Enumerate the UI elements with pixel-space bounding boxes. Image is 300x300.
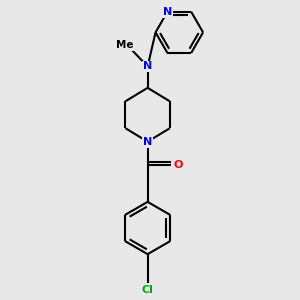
Text: N: N [143,137,152,147]
Text: N: N [143,61,152,71]
Text: Cl: Cl [142,285,154,295]
Text: O: O [174,160,183,170]
Text: Me: Me [116,40,134,50]
Text: N: N [163,7,172,17]
